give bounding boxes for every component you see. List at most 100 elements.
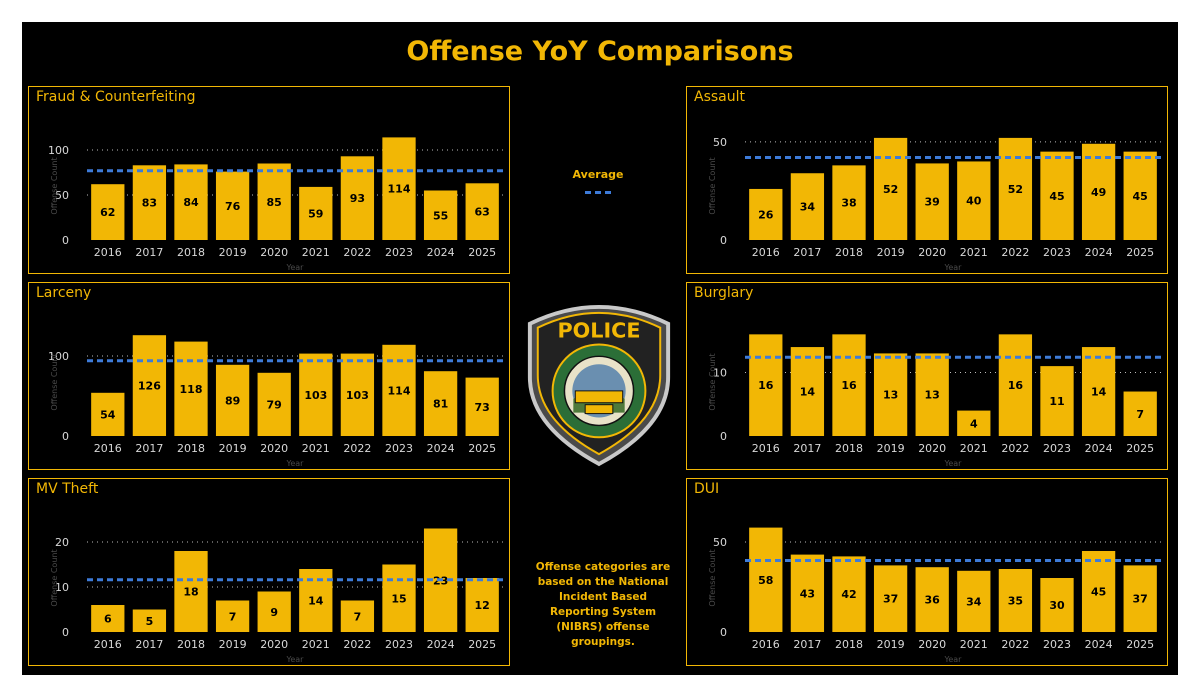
x-tick-label: 2022 (1001, 638, 1029, 651)
x-tick-label: 2018 (835, 246, 863, 259)
chart-panel-burglary: Burglary 0 10 Offense Count Year 16 2016 14 201… (686, 282, 1168, 470)
data-label: 55 (433, 209, 448, 222)
x-tick-label: 2019 (219, 246, 247, 259)
y-tick-label: 50 (55, 189, 69, 202)
data-label: 11 (1049, 395, 1064, 408)
y-tick-label: 0 (62, 234, 69, 247)
data-label: 36 (925, 594, 941, 607)
data-label: 34 (800, 201, 816, 214)
y-tick-label: 50 (713, 536, 727, 549)
bar (1123, 151, 1157, 240)
x-tick-label: 2025 (1126, 638, 1154, 651)
bar (423, 190, 458, 240)
x-tick-label: 2023 (1043, 246, 1071, 259)
y-axis-title: Offense Count (50, 549, 59, 606)
x-tick-label: 2024 (1085, 638, 1113, 651)
bar (1123, 391, 1157, 436)
data-label: 14 (1091, 386, 1107, 399)
legend: Average (562, 168, 634, 194)
x-tick-label: 2017 (793, 442, 821, 455)
bar (299, 353, 333, 436)
data-label: 13 (925, 389, 940, 402)
y-tick-label: 10 (55, 581, 69, 594)
data-label: 118 (180, 383, 203, 396)
data-label: 45 (1091, 586, 1106, 599)
data-label: 126 (138, 380, 161, 393)
bar (91, 184, 125, 240)
data-label: 93 (350, 192, 365, 205)
bar (1040, 151, 1074, 240)
data-label: 34 (966, 595, 982, 608)
x-tick-label: 2016 (94, 638, 122, 651)
bar (832, 556, 866, 632)
police-badge-logo: POLICE (527, 305, 671, 467)
data-label: 79 (267, 398, 282, 411)
x-tick-label: 2022 (343, 442, 371, 455)
data-label: 89 (225, 394, 240, 407)
x-tick-label: 2021 (960, 638, 988, 651)
data-label: 9 (270, 606, 278, 619)
bar (790, 173, 825, 240)
data-label: 43 (800, 587, 815, 600)
chart-title: Fraud & Counterfeiting (36, 89, 196, 105)
chart-title: Burglary (694, 285, 754, 301)
data-label: 13 (883, 389, 898, 402)
x-tick-label: 2025 (468, 638, 496, 651)
y-tick-label: 0 (720, 234, 727, 247)
bar (257, 163, 291, 240)
bar (215, 364, 250, 436)
data-label: 103 (346, 389, 369, 402)
bar (749, 334, 783, 436)
bar (174, 341, 208, 436)
x-tick-label: 2020 (918, 442, 946, 455)
x-tick-label: 2016 (752, 638, 780, 651)
bar (382, 137, 416, 240)
bar (915, 353, 949, 436)
data-label: 37 (883, 593, 898, 606)
x-tick-label: 2018 (177, 638, 205, 651)
bar (91, 392, 125, 436)
x-tick-label: 2022 (343, 638, 371, 651)
bar (998, 137, 1033, 240)
data-label: 40 (966, 195, 982, 208)
data-label: 12 (475, 599, 490, 612)
bar (257, 372, 291, 436)
bar (174, 551, 208, 632)
x-axis-title: Year (944, 459, 963, 468)
x-tick-label: 2025 (1126, 246, 1154, 259)
data-label: 42 (841, 588, 856, 601)
chart-title: MV Theft (36, 481, 99, 497)
bar (1081, 551, 1116, 632)
bar (915, 163, 949, 240)
x-tick-label: 2023 (385, 638, 413, 651)
bar (998, 334, 1033, 436)
y-tick-label: 100 (48, 350, 69, 363)
bar (132, 165, 167, 240)
x-tick-label: 2016 (752, 442, 780, 455)
x-tick-label: 2019 (877, 638, 905, 651)
x-tick-label: 2017 (135, 246, 163, 259)
y-tick-label: 0 (62, 430, 69, 443)
bar (1040, 366, 1074, 436)
data-label: 81 (433, 398, 448, 411)
data-label: 58 (758, 574, 773, 587)
data-label: 84 (183, 196, 199, 209)
bar (299, 186, 333, 240)
y-tick-label: 20 (55, 536, 69, 549)
data-label: 7 (354, 610, 362, 623)
chart-title: DUI (694, 481, 720, 497)
bar (998, 569, 1033, 632)
y-tick-label: 0 (720, 626, 727, 639)
bar (749, 188, 783, 240)
data-label: 37 (1133, 593, 1148, 606)
data-label: 114 (388, 384, 411, 397)
bar (257, 591, 291, 632)
x-tick-label: 2024 (427, 246, 455, 259)
x-tick-label: 2016 (94, 442, 122, 455)
x-tick-label: 2020 (260, 638, 288, 651)
data-label: 18 (183, 586, 198, 599)
x-tick-label: 2020 (260, 246, 288, 259)
x-tick-label: 2018 (835, 442, 863, 455)
bar (423, 371, 458, 436)
